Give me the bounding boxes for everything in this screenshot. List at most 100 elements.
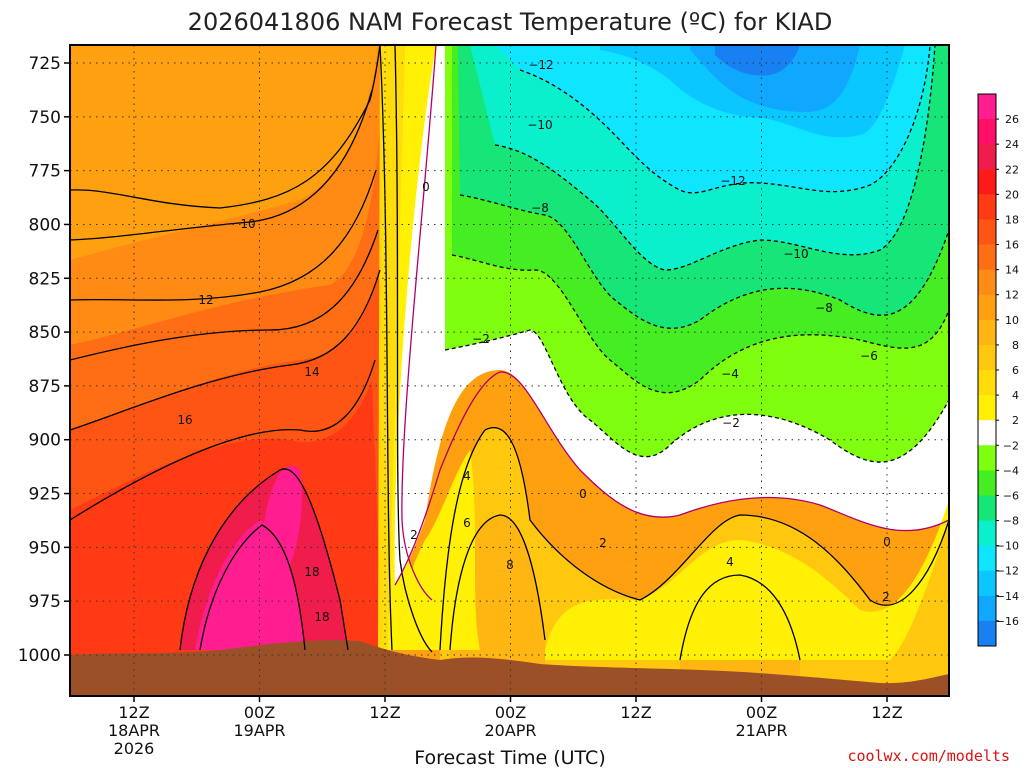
contour-label: 2: [410, 528, 418, 542]
y-tick-label: 750: [29, 108, 61, 128]
contour-label: 0: [883, 535, 891, 549]
colorbar-swatch: [978, 169, 996, 195]
credit-text: coolwx.com/modelts: [847, 747, 1010, 765]
contour-line: [401, 45, 437, 601]
colorbar-label: 2: [1012, 414, 1019, 427]
colorbar-swatch: [978, 344, 996, 371]
contour-label: 0: [422, 180, 430, 194]
colorbar-label: −12: [996, 565, 1019, 578]
colorbar-label: 16: [1005, 239, 1019, 252]
contour-label: −10: [783, 247, 808, 261]
chart-title: 2026041806 NAM Forecast Temperature (ºC)…: [188, 8, 833, 36]
y-tick-label: 975: [29, 592, 61, 612]
colorbar-label: −10: [996, 540, 1019, 553]
contour-line: [394, 371, 949, 586]
y-tick-label: 800: [29, 215, 61, 235]
colorbar-swatch: [978, 294, 996, 321]
contour-label: 2: [599, 536, 607, 550]
y-tick-label: 825: [29, 269, 61, 289]
colorbar-label: 20: [1005, 188, 1019, 201]
contour-label: 10: [240, 217, 255, 231]
contour-label: −10: [527, 118, 552, 132]
colorbar-label: 4: [1012, 389, 1019, 402]
band-22-24: [262, 465, 302, 565]
colorbar-swatch: [978, 219, 996, 246]
colorbar-label: −2: [1003, 439, 1019, 452]
colorbar-swatch: [978, 570, 996, 597]
colorbar-label: −16: [996, 615, 1019, 628]
contour-label: 0: [579, 487, 587, 501]
colorbar-swatch: [978, 119, 996, 145]
y-tick-label: 950: [29, 538, 61, 558]
y-axis: 725 750 775 800 825 850 875 900 925 950 975 1000: [18, 54, 70, 666]
plot-frame: [69, 44, 950, 697]
contour-line: [459, 194, 949, 329]
colorbar-label: −6: [1003, 489, 1019, 502]
contour-line: [70, 45, 381, 209]
contour-label: −4: [721, 367, 739, 381]
y-tick-label: 900: [29, 431, 61, 451]
colorbar-swatch: [978, 94, 996, 120]
x-tick-date: 18APR: [108, 721, 160, 740]
contour-label: 2: [882, 590, 890, 604]
contour-line: [439, 426, 949, 651]
colorbar-label: −8: [1003, 515, 1019, 528]
colorbar-label: 26: [1005, 113, 1019, 126]
colorbar-label: 6: [1012, 364, 1019, 377]
contour-line: [451, 254, 949, 394]
x-tick-hour: 12Z: [620, 703, 651, 722]
band-2-4-lower: [390, 450, 949, 660]
colorbar-swatch: [978, 445, 996, 471]
x-tick-hour: 12Z: [118, 703, 149, 722]
contour-line: [70, 89, 373, 241]
colorbar-label: −14: [996, 590, 1019, 603]
contour-label: 14: [304, 365, 319, 379]
contour-line: [444, 329, 949, 463]
colorbar-swatch: [978, 269, 996, 296]
contour-line: [494, 45, 936, 271]
contour-line: [519, 45, 931, 194]
y-tick-label: 875: [29, 377, 61, 397]
x-tick-hour: 00Z: [244, 703, 275, 722]
terrain: [70, 640, 949, 696]
contour-label: 16: [177, 413, 192, 427]
contour-label: 12: [198, 293, 213, 307]
x-tick-hour: 00Z: [495, 703, 526, 722]
contour-line: [379, 45, 393, 651]
contour-line: [70, 269, 381, 431]
colorbar-swatch: [978, 370, 996, 396]
contour-label: 18: [304, 565, 319, 579]
contour-label-group: −12−10−12−8−10−8−6−4−2−20002224468101214…: [177, 58, 890, 624]
contour-label: −12: [720, 174, 745, 188]
band-minus16: [715, 45, 800, 76]
colorbar-label: 22: [1005, 163, 1019, 176]
grid-lines: [70, 45, 949, 696]
y-tick-label: 725: [29, 54, 61, 74]
plot-area: [70, 45, 949, 696]
colorbar-swatch: [978, 620, 996, 647]
contour-label: 18: [314, 610, 329, 624]
colorbar-label: 24: [1005, 138, 1019, 151]
colorbar-label: −4: [1003, 464, 1019, 477]
x-tick-hour: 00Z: [746, 703, 777, 722]
y-tick-label: 850: [29, 323, 61, 343]
x-tick-date: 21APR: [735, 721, 787, 740]
contour-label: 6: [463, 516, 471, 530]
colorbar-swatch: [978, 244, 996, 271]
contour-lines: [70, 45, 949, 661]
colorbar-swatch: [978, 470, 996, 496]
x-tick-hour: 12Z: [369, 703, 400, 722]
colorbar-swatch: [978, 595, 996, 622]
contour-line: [179, 468, 349, 651]
colorbar-swatch: [978, 319, 996, 346]
x-tick-date: 19APR: [233, 721, 285, 740]
colorbar-swatch: [978, 495, 996, 522]
contour-line: [70, 359, 376, 521]
colorbar-label: 12: [1005, 289, 1019, 302]
contour-label: −2: [722, 416, 740, 430]
contour-label: −12: [528, 58, 553, 72]
x-tick-year: 2026: [114, 739, 155, 758]
colorbar-label: 10: [1005, 314, 1019, 327]
contour-label: −2: [472, 332, 490, 346]
